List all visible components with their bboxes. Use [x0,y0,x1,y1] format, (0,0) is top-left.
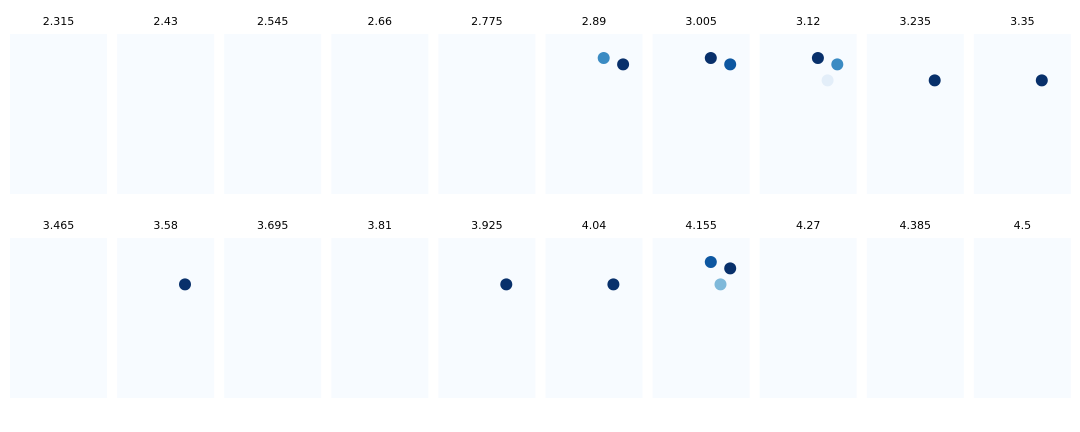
panel-background [438,34,536,194]
panel-title: 2.315 [43,15,75,28]
panel: 3.465 [10,219,107,398]
panel-background [117,238,215,398]
panel-title: 4.04 [582,219,607,232]
panel-title: 3.81 [368,219,393,232]
panel-title: 2.775 [471,15,503,28]
panel: 2.315 [10,15,107,194]
panel-background [545,238,643,398]
panel: 3.235 [866,15,964,194]
panel-background [652,238,750,398]
scatter-point [597,52,610,64]
panel-title: 2.545 [257,15,289,28]
panel-background [973,238,1071,398]
panel-background [10,34,107,194]
panel: 3.35 [973,15,1071,194]
panel-title: 3.58 [153,219,178,232]
panel-background [10,238,107,398]
panel: 2.775 [438,15,536,194]
panel-background [759,34,857,194]
panel: 3.925 [438,219,536,398]
panel-title: 3.005 [685,15,717,28]
panel-background [759,238,857,398]
panel-title: 4.27 [796,219,821,232]
scatter-point [724,262,737,275]
panel-title: 2.89 [582,15,607,28]
panel-title: 3.235 [900,15,932,28]
panel: 4.5 [973,219,1071,398]
scatter-point [724,58,737,71]
panel-background [866,34,964,194]
panel-background [438,238,536,398]
panel: 3.695 [224,219,322,398]
scatter-point [928,74,941,87]
panel-title: 2.66 [368,15,393,28]
scatter-point [831,58,844,71]
panel-title: 3.12 [796,15,821,28]
panel-background [866,238,964,398]
panel-background [117,34,215,194]
scatter-point [617,58,630,71]
panel-title: 3.695 [257,219,289,232]
panel: 4.27 [759,219,857,398]
panel-background [545,34,643,194]
scatter-point [704,52,717,64]
panel: 4.155 [652,219,750,398]
scatter-point [704,256,717,268]
scatter-point [811,52,824,64]
panel: 2.545 [224,15,322,194]
panel-title: 3.465 [43,219,75,232]
panel-background [224,34,322,194]
panel-background [224,238,322,398]
scatter-point [500,278,513,291]
panel-title: 4.155 [685,219,717,232]
panel-background [331,34,429,194]
panel-title: 4.5 [1014,219,1032,232]
panel: 3.12 [759,15,857,194]
panel-title: 3.925 [471,219,503,232]
panel: 3.58 [117,219,215,398]
panel-title: 2.43 [153,15,178,28]
scatter-point [714,278,727,291]
panel-title: 4.385 [900,219,932,232]
panel: 2.66 [331,15,429,194]
panel-background [973,34,1071,194]
panel: 2.89 [545,15,643,194]
panel: 3.81 [331,219,429,398]
scatter-point [179,278,191,291]
panel-background [331,238,429,398]
scatter-point [607,278,620,291]
panel-title: 3.35 [1010,15,1035,28]
panel: 4.04 [545,219,643,398]
scatter-point [821,74,834,87]
panel-background [652,34,750,194]
scatter-point [1035,74,1048,87]
panel: 2.43 [117,15,215,194]
panel: 3.005 [652,15,750,194]
panel: 4.385 [866,219,964,398]
